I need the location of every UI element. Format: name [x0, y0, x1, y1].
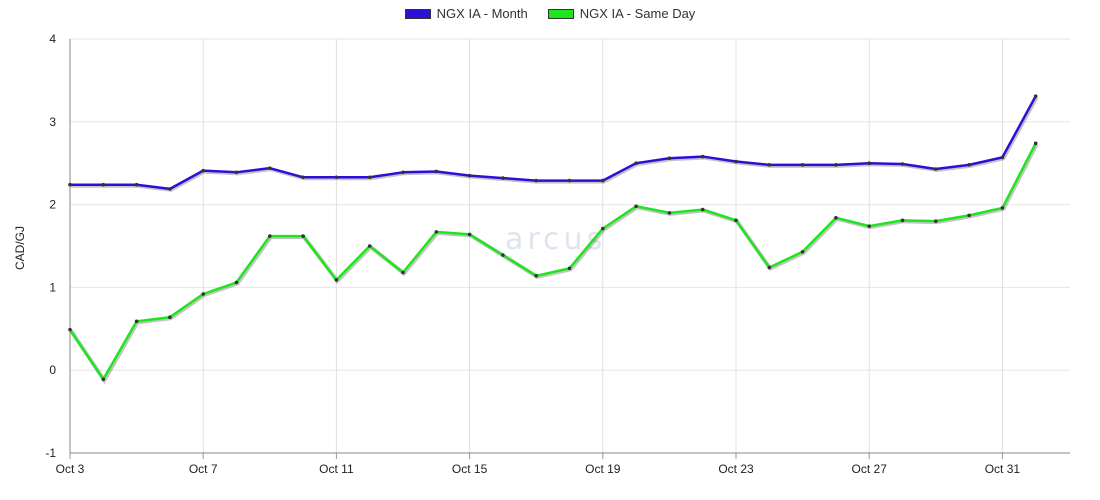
data-point — [900, 162, 905, 166]
data-point — [700, 207, 705, 212]
legend-item-month[interactable]: NGX IA - Month — [404, 6, 528, 21]
data-point — [634, 161, 638, 165]
y-tick-label: 2 — [49, 198, 56, 212]
data-point — [934, 167, 938, 171]
legend-label-same-day: NGX IA - Same Day — [579, 6, 696, 21]
data-point — [834, 216, 838, 220]
data-point — [334, 278, 339, 282]
x-tick-label: Oct 3 — [56, 462, 85, 476]
data-point — [201, 168, 205, 173]
x-tick-label: Oct 11 — [319, 462, 354, 476]
data-point — [534, 178, 538, 183]
data-point — [1033, 141, 1038, 146]
data-point — [268, 166, 272, 170]
data-point — [934, 219, 938, 223]
data-point — [567, 266, 572, 271]
data-point — [367, 244, 372, 248]
watermark-logo: arcus — [505, 222, 607, 257]
data-point — [234, 170, 239, 175]
data-point — [734, 218, 738, 223]
data-point — [168, 315, 172, 320]
legend: NGX IA - Month NGX IA - Same Day — [0, 6, 1100, 21]
data-point — [434, 230, 439, 234]
data-point — [1000, 155, 1005, 160]
data-point — [68, 182, 72, 187]
y-tick-label: -1 — [45, 446, 56, 460]
x-tick-label: Oct 23 — [718, 462, 754, 476]
data-point — [467, 173, 472, 178]
y-tick-label: 4 — [49, 32, 56, 46]
data-point — [667, 156, 672, 161]
data-point — [601, 178, 605, 183]
data-point — [967, 163, 971, 167]
data-point — [567, 178, 572, 183]
data-point — [867, 224, 871, 228]
data-point — [434, 169, 439, 174]
series-line-0 — [70, 95, 1037, 191]
data-point — [767, 265, 772, 270]
legend-item-same-day[interactable]: NGX IA - Same Day — [547, 6, 696, 21]
x-tick-label: Oct 7 — [189, 462, 218, 476]
data-point — [501, 176, 505, 180]
data-point — [201, 292, 205, 296]
data-point — [667, 211, 672, 215]
data-point — [501, 253, 505, 257]
data-point — [967, 213, 971, 218]
data-point — [1033, 94, 1038, 98]
legend-swatch-month — [404, 8, 431, 19]
data-point — [101, 377, 106, 382]
legend-swatch-same-day — [547, 8, 574, 19]
series-line-1 — [68, 142, 1037, 381]
data-point — [334, 175, 339, 180]
y-tick-label: 1 — [49, 280, 56, 294]
data-point — [800, 249, 805, 254]
x-tick-label: Oct 27 — [852, 462, 888, 476]
data-point — [800, 163, 805, 167]
data-point — [401, 170, 405, 175]
data-point — [301, 175, 305, 180]
data-point — [134, 319, 139, 324]
series-shadow-0 — [71, 96, 1039, 192]
data-point — [1000, 206, 1005, 210]
data-point — [234, 280, 239, 285]
legend-label-month: NGX IA - Month — [436, 6, 528, 21]
data-point — [634, 204, 638, 209]
y-tick-label: 0 — [49, 363, 56, 377]
data-point — [68, 327, 72, 332]
data-point — [734, 159, 738, 164]
data-point — [101, 182, 106, 187]
data-point — [700, 154, 705, 159]
data-point — [767, 163, 772, 167]
data-point — [867, 161, 871, 165]
data-point — [168, 187, 172, 191]
x-tick-label: Oct 19 — [585, 462, 621, 476]
data-point — [467, 232, 472, 237]
data-point — [834, 163, 838, 167]
data-point — [268, 234, 272, 238]
data-point — [900, 218, 905, 223]
data-point — [301, 234, 305, 238]
x-tick-label: Oct 15 — [452, 462, 488, 476]
data-point — [367, 175, 372, 180]
data-point — [601, 226, 605, 231]
x-tick-label: Oct 31 — [985, 462, 1021, 476]
data-point — [534, 274, 538, 278]
y-tick-label: 3 — [49, 115, 56, 129]
data-point — [134, 182, 139, 187]
data-point — [401, 270, 405, 275]
